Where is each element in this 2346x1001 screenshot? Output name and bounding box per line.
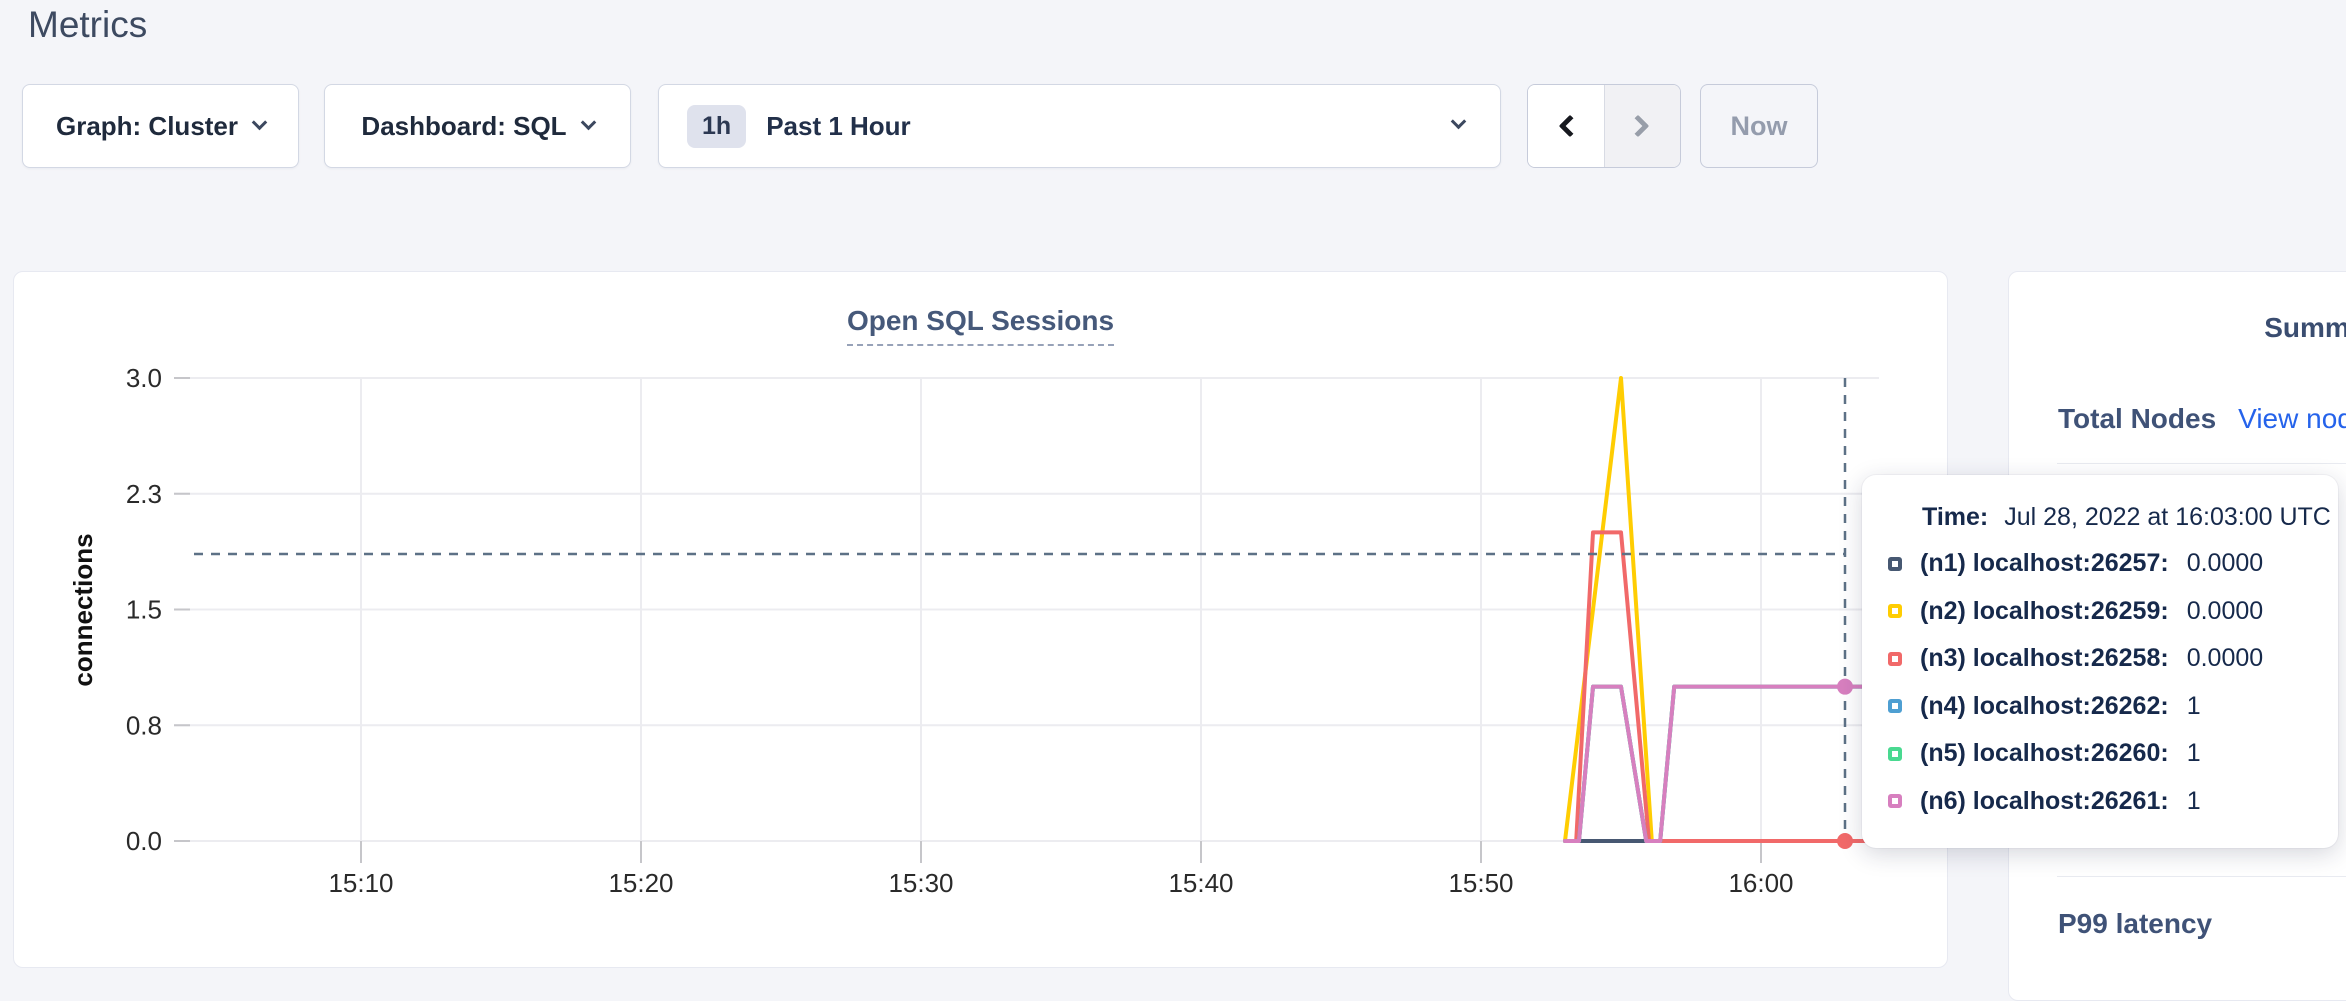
y-tick-label: 1.5 — [126, 595, 162, 625]
tooltip-series-row: (n1) localhost:26257: 0.0000 — [1888, 540, 2338, 588]
series-color-swatch-icon — [1888, 699, 1902, 714]
tooltip-series-row: (n6) localhost:26261: 1 — [1888, 778, 2338, 826]
chevron-down-icon — [580, 114, 596, 131]
series-value: 1 — [2186, 739, 2201, 768]
sidebar-divider — [2057, 463, 2346, 464]
series-color-swatch-icon — [1888, 651, 1902, 666]
prev-time-window-button[interactable] — [1528, 85, 1604, 167]
series-line — [1563, 684, 1881, 843]
next-time-window-button[interactable] — [1603, 85, 1680, 167]
now-button[interactable]: Now — [1700, 84, 1818, 168]
x-tick-label: 15:40 — [1168, 868, 1233, 898]
time-window-arrows — [1527, 84, 1681, 168]
sql-sessions-chart[interactable]: 0.0 0.8 1.5 2.3 3.0 15:10 15:20 15:30 15:40 15:50… — [14, 272, 1949, 969]
chevron-down-icon — [251, 114, 268, 131]
chevron-left-icon — [1558, 114, 1582, 138]
series-line — [1563, 684, 1881, 843]
series-value: 0.0000 — [2186, 549, 2264, 578]
y-axis-label: connections — [68, 533, 98, 686]
series-color-swatch-icon — [1888, 556, 1902, 571]
series-value: 1 — [2186, 691, 2201, 720]
y-tick-label: 2.3 — [126, 479, 162, 509]
x-tick-label: 15:30 — [888, 868, 953, 898]
tooltip-series-row: (n5) localhost:26260: 1 — [1888, 730, 2338, 778]
sidebar-divider — [2057, 876, 2346, 877]
graph-dropdown[interactable]: Graph: Cluster — [22, 84, 299, 168]
tooltip-time-row: Time: Jul 28, 2022 at 16:03:00 UTC — [1922, 503, 2338, 532]
chevron-down-icon — [1450, 113, 1467, 130]
tooltip-time-value: Jul 28, 2022 at 16:03:00 UTC — [2004, 503, 2331, 531]
dashboard-dropdown[interactable]: Dashboard: SQL — [324, 84, 631, 168]
series-value: 0.0000 — [2186, 644, 2264, 673]
series-value: 0.0000 — [2186, 596, 2264, 625]
y-tick-label: 0.8 — [126, 710, 162, 740]
series-color-swatch-icon — [1888, 794, 1902, 809]
series-name: (n2) localhost:26259: — [1920, 596, 2169, 625]
series-color-swatch-icon — [1888, 746, 1902, 761]
open-sql-sessions-panel: Open SQL Sessions 0.0 0.8 1.5 2.3 3.0 15:10 15… — [13, 271, 1948, 968]
time-range-label: Past 1 Hour — [766, 110, 911, 141]
x-tick-label: 16:00 — [1728, 868, 1793, 898]
x-tick-label: 15:10 — [328, 868, 393, 898]
x-tick-label: 15:20 — [608, 868, 673, 898]
graph-dropdown-label: Graph: Cluster — [55, 110, 239, 141]
page-title: Metrics — [28, 4, 148, 45]
series-name: (n3) localhost:26258: — [1920, 644, 2169, 673]
chart-title[interactable]: Open SQL Sessions — [846, 305, 1115, 346]
series-name: (n1) localhost:26257: — [1920, 549, 2169, 578]
hover-point-dot — [1837, 833, 1853, 849]
sidebar-title: Summary — [2264, 312, 2346, 343]
series-name: (n4) localhost:26262: — [1920, 691, 2169, 720]
series-color-swatch-icon — [1888, 604, 1902, 619]
series-name: (n5) localhost:26260: — [1920, 739, 2169, 768]
p99-latency-label: P99 latency — [2058, 908, 2213, 939]
series-line — [1574, 530, 1881, 843]
view-nodes-link[interactable]: View nodes — [2238, 403, 2346, 434]
time-range-select[interactable]: 1h Past 1 Hour — [658, 84, 1501, 168]
total-nodes-label: Total Nodes — [2058, 403, 2217, 434]
tooltip-series-row: (n3) localhost:26258: 0.0000 — [1888, 635, 2338, 683]
tooltip-series-row: (n2) localhost:26259: 0.0000 — [1888, 588, 2338, 636]
x-tick-label: 15:50 — [1448, 868, 1513, 898]
chart-hover-tooltip: Time: Jul 28, 2022 at 16:03:00 UTC (n1) l… — [1862, 475, 2338, 848]
y-tick-label: 0.0 — [126, 826, 162, 856]
series-name: (n6) localhost:26261: — [1920, 786, 2169, 815]
y-tick-label: 3.0 — [126, 363, 162, 393]
hover-point-dot — [1837, 678, 1853, 695]
dashboard-dropdown-label: Dashboard: SQL — [361, 110, 567, 141]
series-value: 1 — [2186, 786, 2201, 815]
series-line — [1563, 684, 1881, 843]
tooltip-series-row: (n4) localhost:26262: 1 — [1888, 683, 2338, 731]
chevron-right-icon — [1626, 114, 1650, 138]
tooltip-time-label: Time: — [1922, 503, 1989, 531]
time-range-badge: 1h — [687, 104, 747, 148]
